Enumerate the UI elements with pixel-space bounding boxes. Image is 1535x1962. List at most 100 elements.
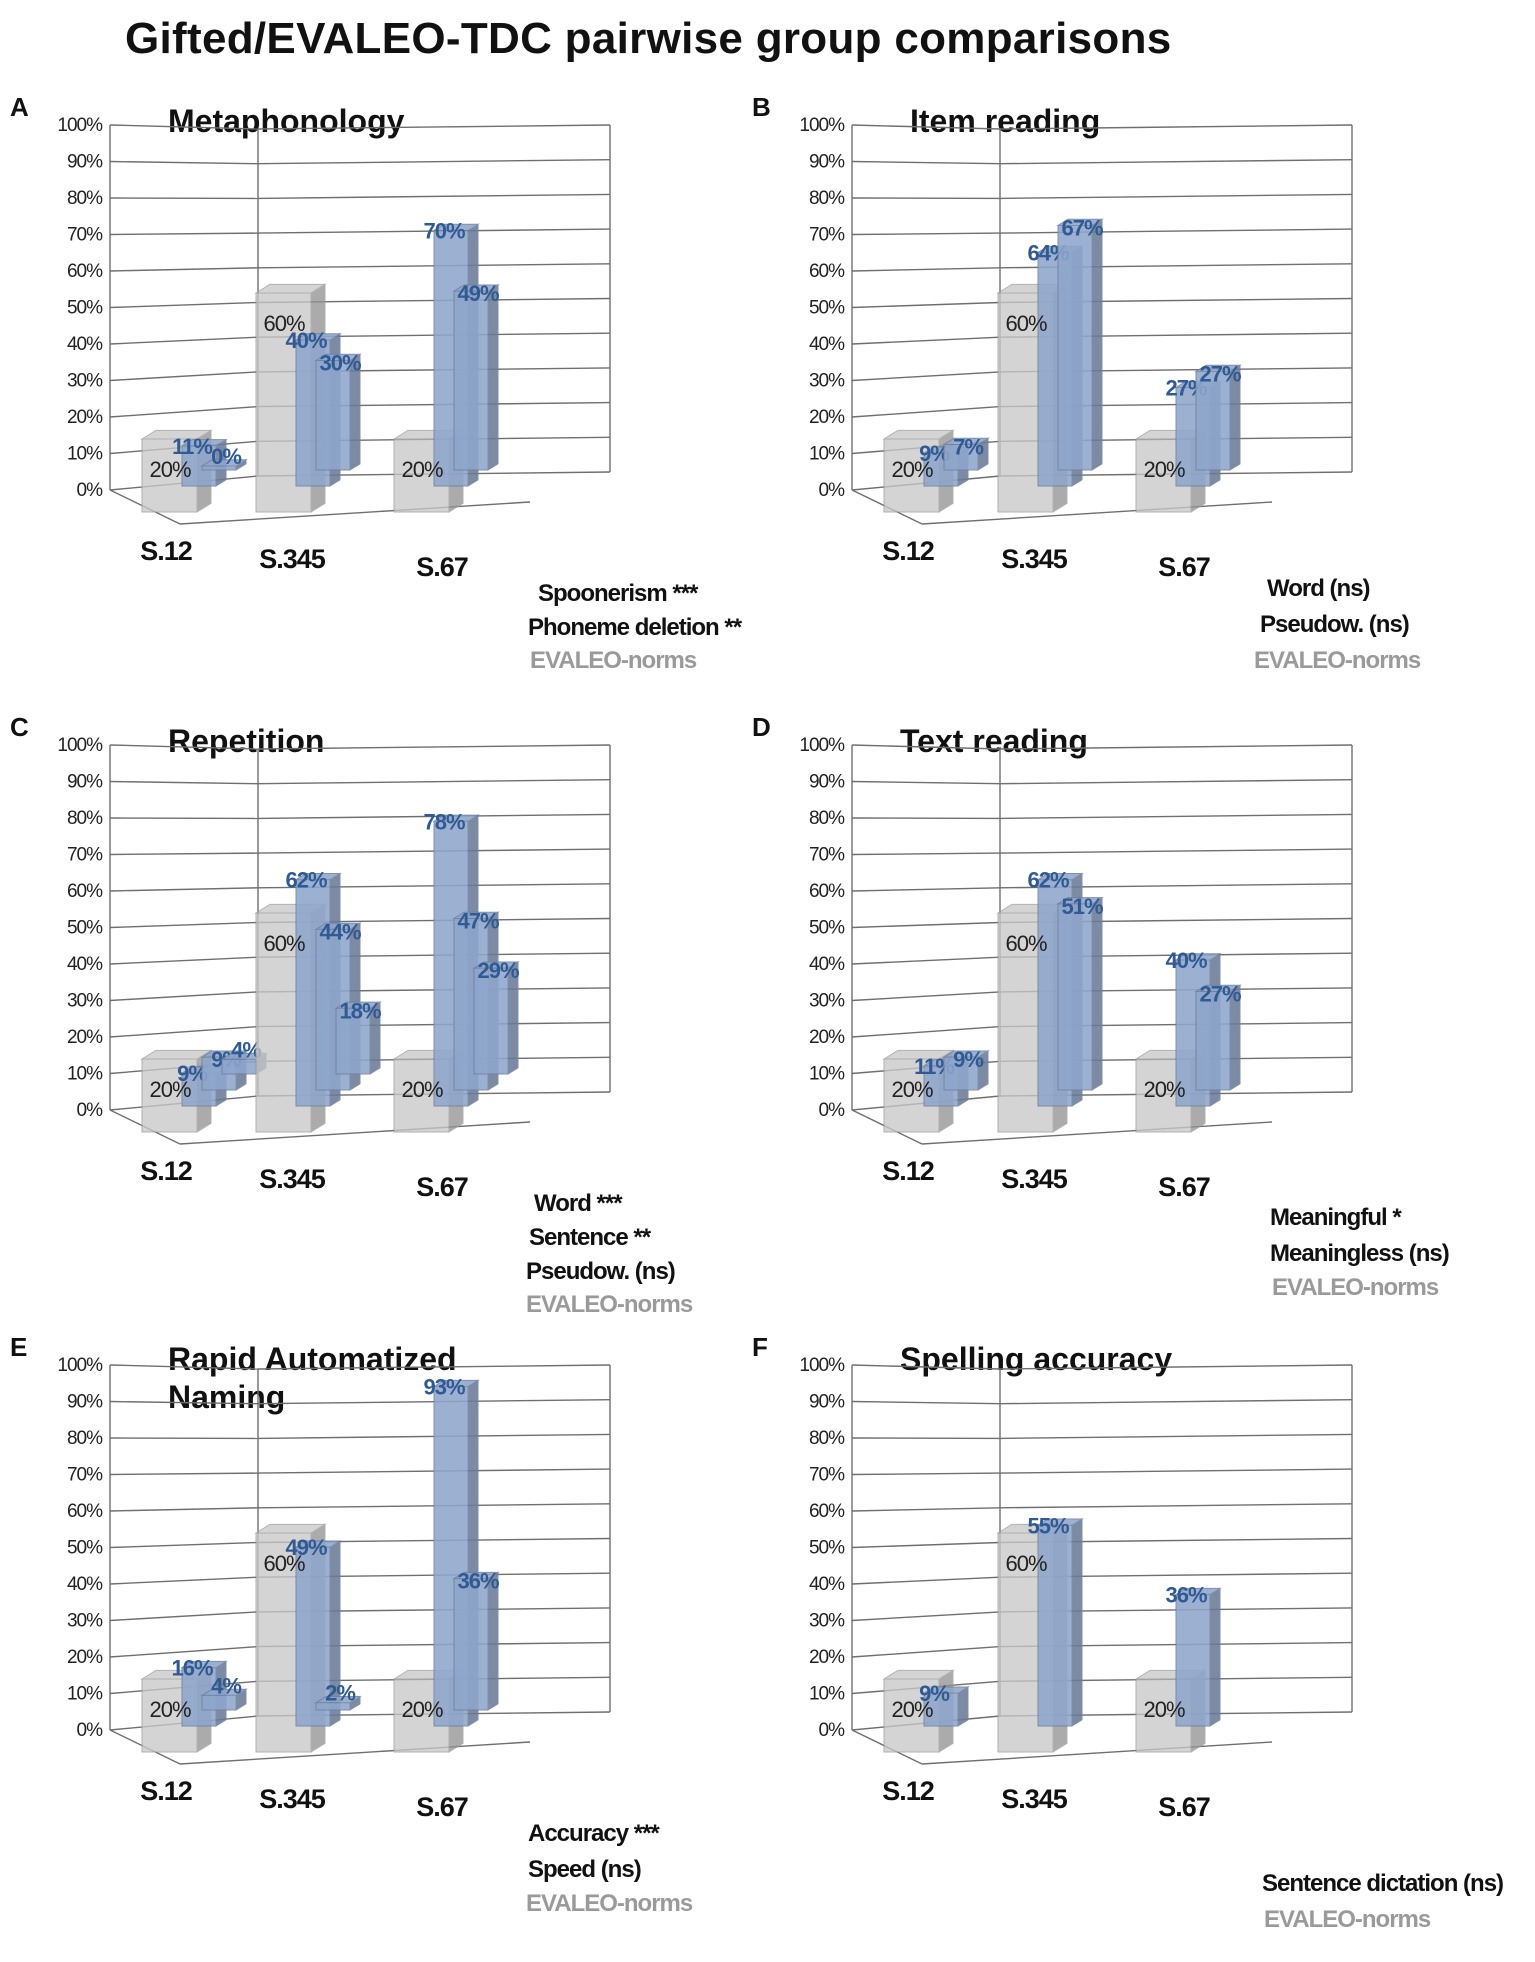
gridline-left — [852, 1365, 1000, 1369]
legend-item: Phoneme deletion ** — [528, 614, 741, 642]
y-tick-label: 30% — [67, 1611, 103, 1632]
figure-title: Gifted/EVALEO-TDC pairwise group compari… — [125, 14, 1172, 64]
y-tick-label: 30% — [809, 1611, 845, 1632]
y-tick-label: 70% — [809, 845, 845, 866]
floor-front — [922, 502, 1272, 524]
gridline-right — [1000, 1504, 1352, 1508]
gifted-value-label: 9% — [953, 1047, 983, 1072]
legend-item: Pseudow. (ns) — [526, 1258, 675, 1286]
gridline-right — [1000, 160, 1352, 164]
y-tick-label: 0% — [819, 1720, 846, 1741]
y-tick-label: 100% — [57, 735, 103, 756]
gridline-right — [1000, 194, 1352, 198]
y-tick-label: 0% — [819, 480, 846, 501]
gridline-left — [110, 1577, 258, 1584]
legend-norms: EVALEO-norms — [526, 1291, 692, 1319]
gridline-left — [852, 337, 1000, 344]
panel-a: A Metaphonology 0%10%20%30%40%50%60%70%8… — [10, 92, 770, 722]
gridline-right — [258, 194, 610, 198]
y-tick-label: 40% — [809, 334, 845, 355]
y-tick-label: 80% — [809, 188, 845, 209]
legend-item: Sentence ** — [529, 1224, 650, 1252]
floor-front — [180, 1122, 530, 1144]
x-category-label: S.12 — [882, 536, 934, 566]
gridline-left — [852, 992, 1000, 1001]
y-tick-label: 60% — [67, 881, 103, 902]
panel-d: D Text reading 0%10%20%30%40%50%60%70%80… — [752, 712, 1512, 1342]
gridline-right — [1000, 814, 1352, 818]
norm-value-label: 20% — [401, 457, 442, 482]
gridline-left — [110, 125, 258, 129]
legend-item: Spoonerism *** — [538, 580, 697, 608]
legend-item: Speed (ns) — [528, 1856, 641, 1884]
gridline-left — [852, 1612, 1000, 1621]
gifted-value-label: 44% — [319, 919, 360, 944]
y-tick-label: 90% — [809, 1392, 845, 1413]
norm-value-label: 20% — [149, 1697, 190, 1722]
norm-value-label: 60% — [1005, 311, 1046, 336]
x-category-label: S.345 — [259, 1164, 326, 1194]
gridline-right — [258, 125, 610, 129]
y-tick-label: 0% — [77, 1720, 104, 1741]
gridline-left — [852, 1647, 1000, 1657]
x-category-label: S.12 — [882, 1776, 934, 1806]
x-category-label: S.67 — [416, 552, 468, 582]
y-tick-label: 10% — [67, 1684, 103, 1705]
gridline-left — [110, 957, 258, 964]
chart-svg: 0%10%20%30%40%50%60%70%80%90%100%16%4%20… — [10, 1332, 770, 1962]
gridline-left — [110, 1402, 258, 1404]
legend-norms: EVALEO-norms — [1264, 1906, 1430, 1934]
y-tick-label: 50% — [67, 918, 103, 939]
gifted-bar — [454, 285, 498, 470]
y-tick-label: 90% — [67, 152, 103, 173]
norm-value-label: 20% — [1143, 1697, 1184, 1722]
gifted-value-label: 27% — [1199, 981, 1240, 1006]
x-category-label: S.345 — [259, 1784, 326, 1814]
norm-value-label: 60% — [263, 1551, 304, 1576]
gridline-right — [1000, 1469, 1352, 1473]
gifted-value-label: 18% — [339, 998, 380, 1023]
norm-value-label: 20% — [891, 1697, 932, 1722]
gridline-left — [852, 1508, 1000, 1511]
y-tick-label: 20% — [809, 1027, 845, 1048]
norm-value-label: 60% — [263, 311, 304, 336]
y-tick-label: 40% — [67, 1574, 103, 1595]
gridline-left — [852, 407, 1000, 417]
y-tick-label: 90% — [809, 772, 845, 793]
gifted-value-label: 27% — [1199, 361, 1240, 386]
x-category-label: S.345 — [1001, 544, 1068, 574]
x-category-label: S.67 — [1158, 552, 1210, 582]
x-category-label: S.67 — [1158, 1792, 1210, 1822]
norm-value-label: 20% — [1143, 457, 1184, 482]
gifted-value-label: 0% — [211, 444, 241, 469]
gridline-left — [852, 782, 1000, 784]
y-tick-label: 80% — [67, 808, 103, 829]
gifted-value-label: 36% — [457, 1569, 498, 1594]
gridline-right — [258, 1365, 610, 1369]
gridline-left — [110, 1473, 258, 1474]
norm-value-label: 20% — [401, 1697, 442, 1722]
gifted-value-label: 11% — [172, 434, 212, 459]
norm-value-label: 20% — [149, 457, 190, 482]
norm-value-label: 20% — [149, 1077, 190, 1102]
legend-item: Sentence dictation (ns) — [1262, 1870, 1503, 1898]
y-tick-label: 60% — [809, 1501, 845, 1522]
gridline-left — [110, 782, 258, 784]
y-tick-label: 100% — [57, 1355, 103, 1376]
gifted-value-label: 78% — [423, 809, 464, 834]
gridline-right — [1000, 229, 1352, 233]
y-tick-label: 80% — [809, 1428, 845, 1449]
gridline-left — [852, 233, 1000, 234]
norm-value-label: 60% — [263, 931, 304, 956]
gifted-value-label: 70% — [423, 219, 464, 244]
y-tick-label: 40% — [809, 1574, 845, 1595]
y-tick-label: 60% — [67, 1501, 103, 1522]
gridline-left — [110, 853, 258, 854]
y-tick-label: 20% — [67, 1647, 103, 1668]
x-category-label: S.12 — [140, 1156, 192, 1186]
gridline-left — [852, 853, 1000, 854]
gridline-left — [110, 1612, 258, 1621]
gridline-left — [110, 268, 258, 271]
norm-value-label: 60% — [1005, 1551, 1046, 1576]
gridline-left — [110, 407, 258, 417]
